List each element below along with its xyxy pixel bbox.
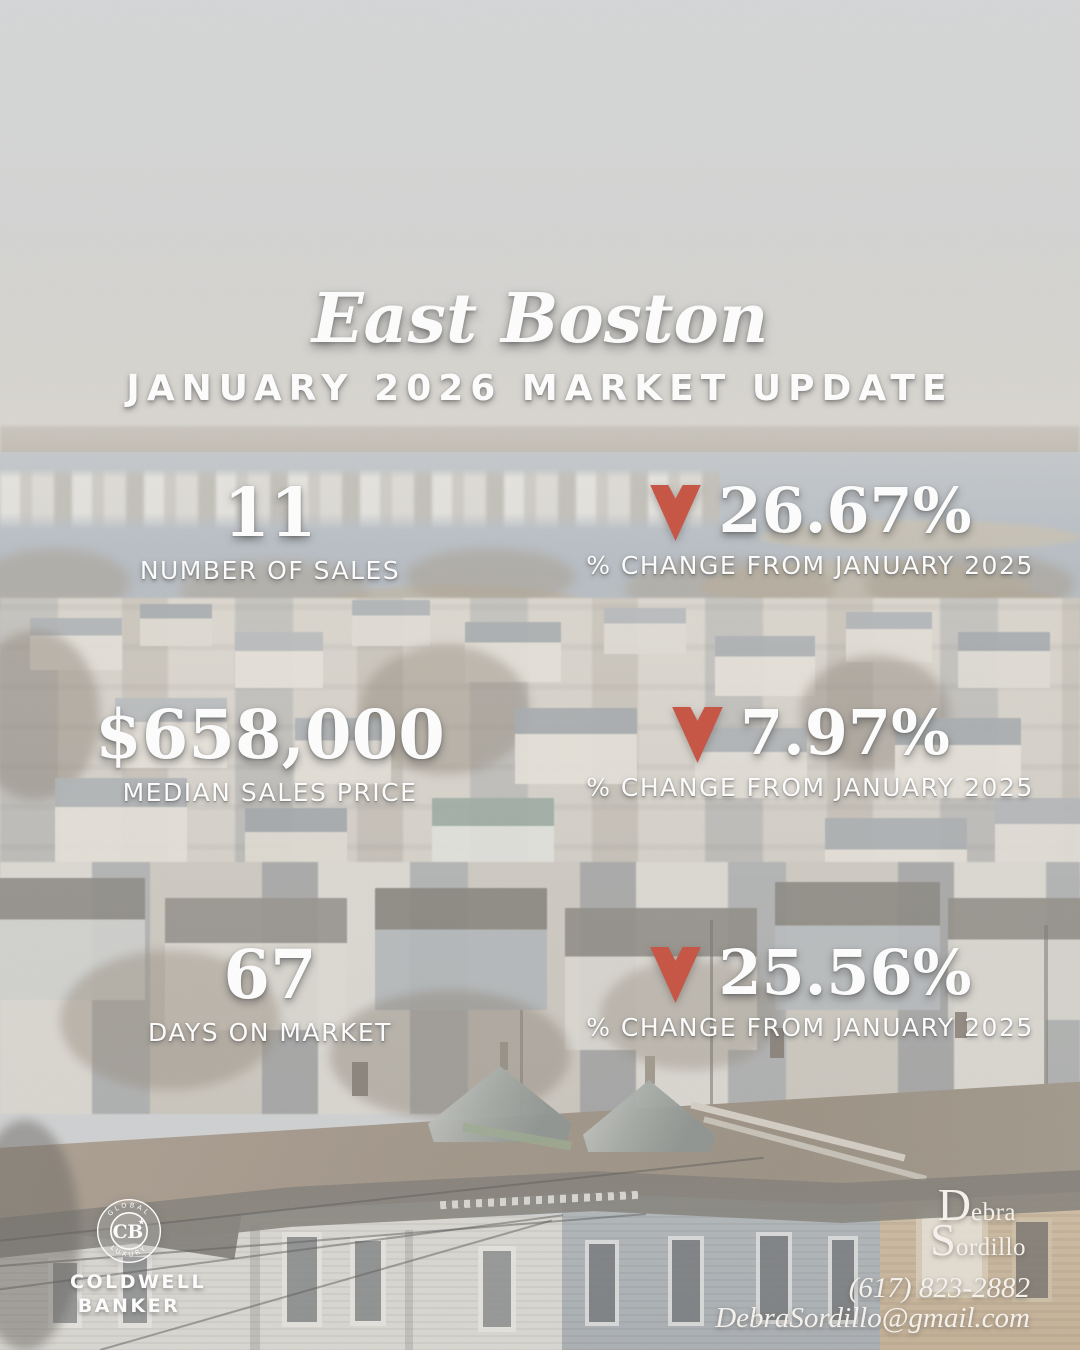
stat-change-label: % CHANGE FROM JANUARY 2025 — [586, 1013, 1034, 1043]
page-subtitle: JANUARY 2026 MARKET UPDATE — [126, 367, 954, 409]
stat-change-value: 7.97% — [740, 696, 950, 769]
stat-change-value: 26.67% — [718, 474, 972, 547]
agent-monogram: Debra Sordillo — [930, 1179, 1026, 1266]
stat-change-group: 7.97% — [670, 700, 950, 765]
stat-change-days-on-market: 25.56% % CHANGE FROM JANUARY 2025 — [540, 940, 1080, 1047]
coldwell-banker-wordmark: COLDWELL BANKER — [70, 1271, 207, 1317]
global-luxury-badge-icon: GLOBAL LUXURY CB ★ — [96, 1198, 162, 1264]
stat-change-group: 26.67% — [648, 474, 972, 547]
stat-days-on-market: 67 DAYS ON MARKET — [0, 935, 540, 1048]
stat-row-days-on-market: 67 DAYS ON MARKET 25.56% % CHANGE FROM J… — [0, 935, 1080, 1048]
stat-label: NUMBER OF SALES — [139, 556, 401, 586]
coldwell-banker-logo: GLOBAL LUXURY CB ★ COLDWELL BANKER — [70, 1198, 207, 1319]
stat-change-label: % CHANGE FROM JANUARY 2025 — [586, 551, 1034, 581]
stat-change-group: 25.56% — [648, 936, 972, 1009]
stat-change-number-of-sales: 26.67% % CHANGE FROM JANUARY 2025 — [540, 478, 1080, 585]
stat-median-sales-price: $658,000 MEDIAN SALES PRICE — [0, 695, 540, 808]
stat-row-median-sales-price: $658,000 MEDIAN SALES PRICE 7.97% % CHAN… — [0, 695, 1080, 808]
stat-row-number-of-sales: 11 NUMBER OF SALES 26.67% % CHANGE FROM … — [0, 473, 1080, 586]
down-arrow-icon — [650, 946, 702, 1003]
stat-value: 11 — [223, 473, 317, 552]
stat-change-label: % CHANGE FROM JANUARY 2025 — [586, 773, 1034, 803]
down-arrow-icon — [672, 706, 723, 763]
page-title: East Boston — [311, 278, 769, 359]
stat-change-median-sales-price: 7.97% % CHANGE FROM JANUARY 2025 — [540, 700, 1080, 807]
stat-change-value: 25.56% — [718, 936, 972, 1009]
agent-phone: (617) 823-2882 — [848, 1271, 1030, 1304]
stat-value: 67 — [223, 935, 317, 1014]
star-icon: ★ — [138, 1216, 145, 1226]
stat-value: $658,000 — [95, 695, 445, 774]
agent-email: DebraSordillo@gmail.com — [715, 1302, 1030, 1335]
stat-number-of-sales: 11 NUMBER OF SALES — [0, 473, 540, 586]
stat-label: DAYS ON MARKET — [148, 1018, 392, 1048]
stat-label: MEDIAN SALES PRICE — [122, 778, 418, 808]
agent-signature-block: Debra Sordillo (617) 823-2882 DebraSordi… — [715, 1179, 1030, 1335]
down-arrow-icon — [650, 484, 702, 541]
